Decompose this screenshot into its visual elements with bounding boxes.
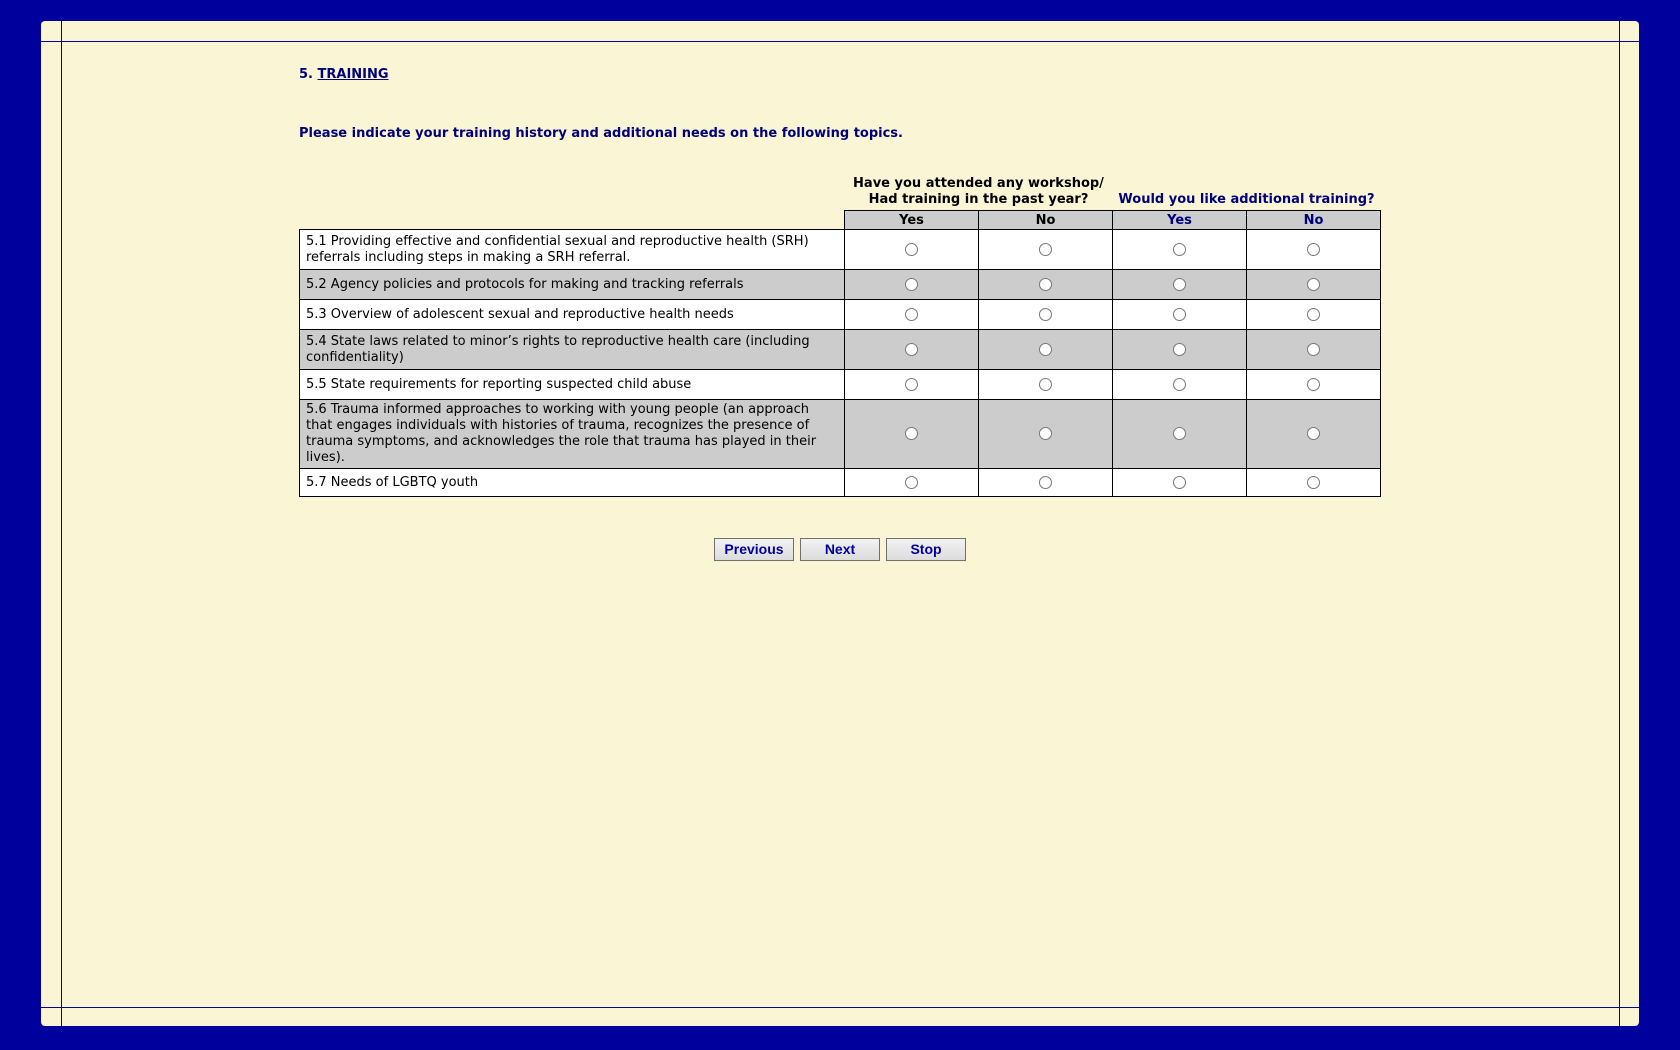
frame-line-right [1619,21,1620,1026]
radio-cell [1112,369,1247,400]
radio-attended-no[interactable] [1039,242,1052,256]
topic-label: 5.3 Overview of adolescent sexual and re… [299,299,845,330]
radio-cell [1112,299,1247,330]
radio-cell [1246,399,1381,469]
radio-cell [978,229,1113,270]
stop-button[interactable]: Stop [886,538,966,561]
radio-cell [844,369,979,400]
radio-cell [1246,269,1381,300]
radio-attended-yes[interactable] [905,475,918,489]
radio-cell [1112,468,1247,497]
radio-cell [1246,299,1381,330]
radio-attended-yes[interactable] [905,342,918,356]
table-row: 5.1 Providing effective and confidential… [299,229,1381,270]
radio-cell [978,399,1113,469]
radio-additional-yes[interactable] [1173,242,1186,256]
table-row: 5.4 State laws related to minor’s rights… [299,329,1381,370]
radio-attended-no[interactable] [1039,342,1052,356]
instructions: Please indicate your training history an… [299,126,903,141]
col-attended-no: No [978,210,1113,230]
table-row: 5.2 Agency policies and protocols for ma… [299,269,1381,300]
radio-cell [1246,329,1381,370]
next-button[interactable]: Next [800,538,880,561]
col-additional-yes: Yes [1112,210,1247,230]
radio-attended-yes[interactable] [905,377,918,391]
radio-additional-no[interactable] [1307,342,1320,356]
topic-label: 5.6 Trauma informed approaches to workin… [299,399,845,469]
training-grid: Have you attended any workshop/Had train… [299,176,1381,497]
col-attended-yes: Yes [844,210,979,230]
frame-line-left [61,21,62,1026]
radio-attended-yes[interactable] [905,277,918,291]
radio-cell [978,369,1113,400]
radio-cell [1246,229,1381,270]
table-row: 5.5 State requirements for reporting sus… [299,369,1381,400]
radio-additional-yes[interactable] [1173,427,1186,440]
frame-line-top [41,41,1639,42]
radio-additional-no[interactable] [1307,377,1320,391]
radio-attended-no[interactable] [1039,277,1052,291]
previous-button[interactable]: Previous [714,538,794,561]
radio-cell [1246,468,1381,497]
table-row: 5.7 Needs of LGBTQ youth [299,468,1381,497]
topic-label: 5.2 Agency policies and protocols for ma… [299,269,845,300]
col-additional-no: No [1246,210,1381,230]
section-title: TRAINING [317,67,389,82]
radio-attended-no[interactable] [1039,427,1052,440]
radio-additional-no[interactable] [1307,242,1320,256]
radio-additional-no[interactable] [1307,277,1320,291]
radio-additional-no[interactable] [1307,307,1320,321]
radio-additional-yes[interactable] [1173,475,1186,489]
radio-additional-yes[interactable] [1173,342,1186,356]
radio-attended-no[interactable] [1039,475,1052,489]
topic-label: 5.5 State requirements for reporting sus… [299,369,845,400]
radio-cell [978,269,1113,300]
radio-cell [978,468,1113,497]
radio-cell [844,399,979,469]
radio-cell [978,299,1113,330]
section-heading: 5. TRAINING [299,67,389,82]
topic-label: 5.1 Providing effective and confidential… [299,229,845,270]
column-group-additional: Would you like additional training? [1118,192,1375,207]
radio-attended-yes[interactable] [905,427,918,440]
radio-cell [978,329,1113,370]
table-row: 5.3 Overview of adolescent sexual and re… [299,299,1381,330]
radio-cell [844,299,979,330]
radio-additional-no[interactable] [1307,427,1320,440]
table-row: 5.6 Trauma informed approaches to workin… [299,399,1381,469]
survey-panel: 5. TRAINING Please indicate your trainin… [41,21,1639,1026]
radio-cell [844,468,979,497]
radio-attended-yes[interactable] [905,242,918,256]
navigation-buttons: Previous Next Stop [714,538,966,561]
radio-cell [844,269,979,300]
radio-cell [844,329,979,370]
radio-additional-yes[interactable] [1173,377,1186,391]
radio-additional-yes[interactable] [1173,307,1186,321]
radio-additional-no[interactable] [1307,475,1320,489]
frame-line-bottom [41,1007,1639,1008]
radio-cell [1112,399,1247,469]
radio-cell [1112,329,1247,370]
radio-attended-yes[interactable] [905,307,918,321]
radio-attended-no[interactable] [1039,377,1052,391]
topic-label: 5.4 State laws related to minor’s rights… [299,329,845,370]
column-group-attended: Have you attended any workshop/Had train… [853,176,1104,207]
radio-additional-yes[interactable] [1173,277,1186,291]
radio-cell [1112,229,1247,270]
radio-cell [1246,369,1381,400]
radio-attended-no[interactable] [1039,307,1052,321]
topic-label: 5.7 Needs of LGBTQ youth [299,468,845,497]
radio-cell [1112,269,1247,300]
radio-cell [844,229,979,270]
